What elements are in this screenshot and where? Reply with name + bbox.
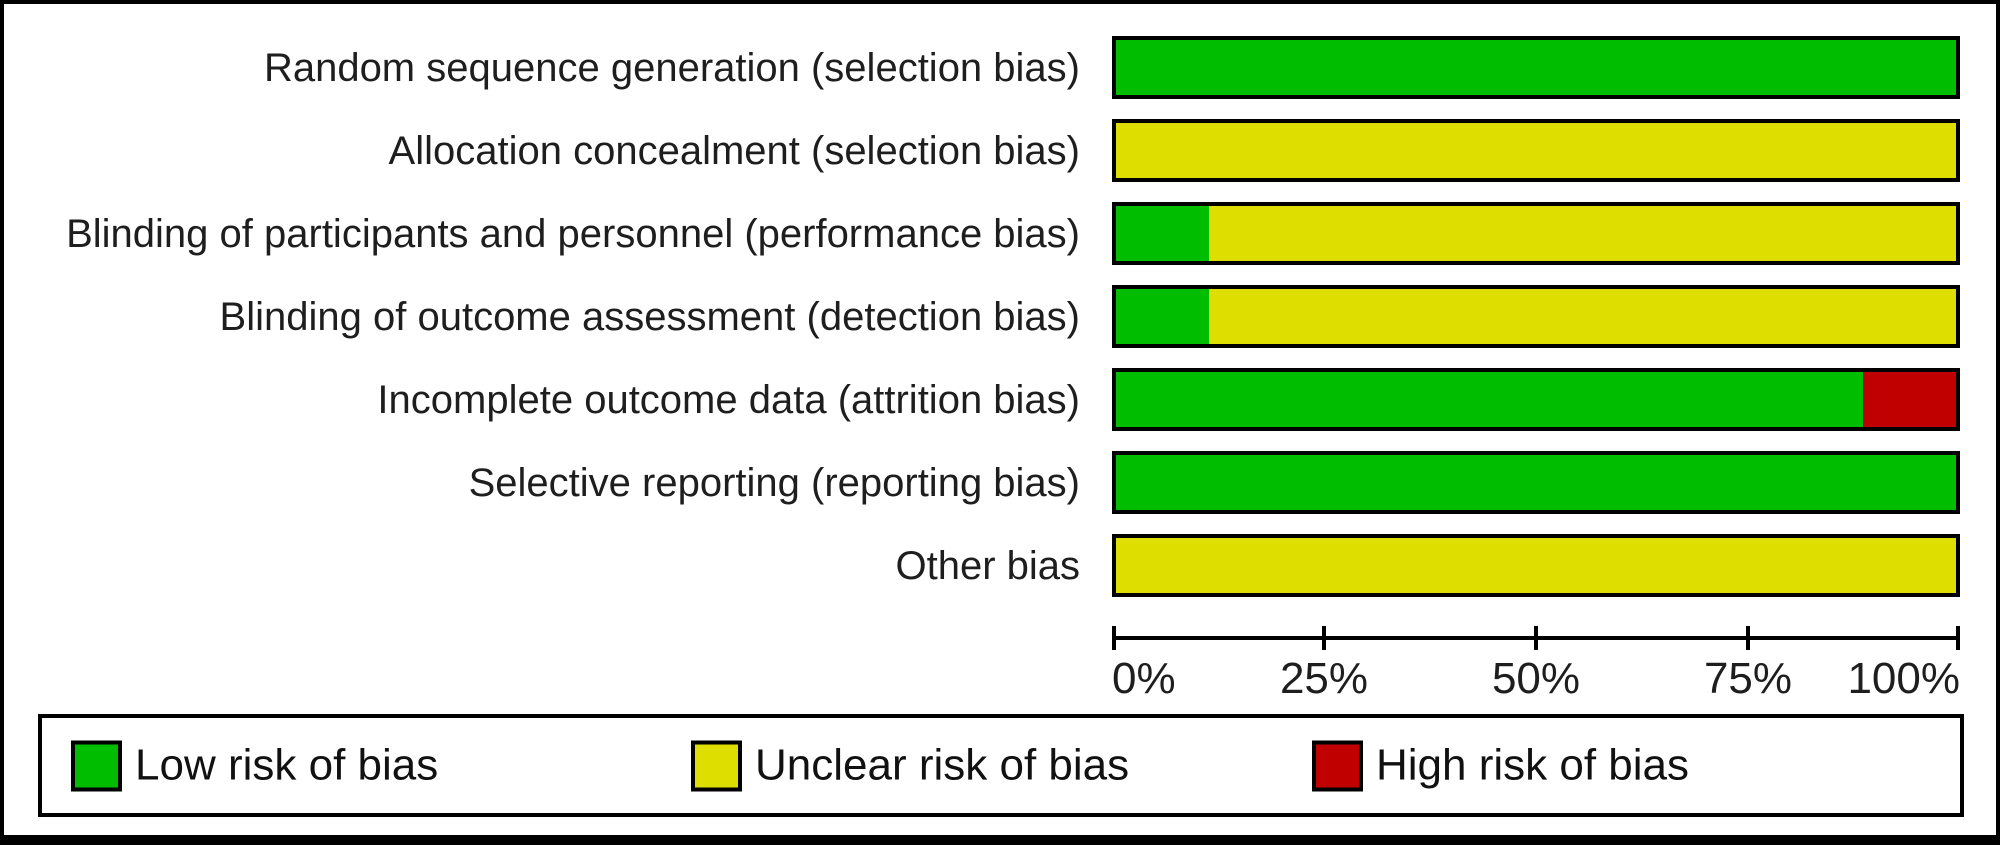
- row-label: Blinding of outcome assessment (detectio…: [219, 294, 1080, 339]
- x-axis-label-50: 50%: [1491, 654, 1581, 703]
- x-axis-label-0: 0%: [1112, 654, 1176, 703]
- bar-segment-low-risk: [1116, 455, 1956, 510]
- stacked-bar: [1112, 368, 1960, 431]
- bar-segment-low-risk: [1116, 206, 1210, 261]
- bar-segment-low-risk: [1116, 372, 1863, 427]
- x-axis-tick-0: [1112, 626, 1116, 650]
- stacked-bar: [1112, 202, 1960, 265]
- legend-item-unclear: Unclear risk of bias: [691, 740, 1129, 791]
- row-label: Random sequence generation (selection bi…: [263, 45, 1080, 90]
- bar-row: Blinding of participants and personnel (…: [4, 202, 1996, 265]
- stacked-bar: [1112, 36, 1960, 99]
- bar-segment-unclear-risk: [1116, 123, 1956, 178]
- bar-segment-unclear-risk: [1209, 289, 1956, 344]
- legend-label: Low risk of bias: [135, 740, 439, 790]
- stacked-bar: [1112, 285, 1960, 348]
- x-axis-tick-25: [1322, 626, 1326, 650]
- legend-item-high: High risk of bias: [1312, 740, 1689, 791]
- x-axis-label-75: 75%: [1703, 654, 1793, 703]
- bar-row: Random sequence generation (selection bi…: [4, 36, 1996, 99]
- x-axis-tick-75: [1746, 626, 1750, 650]
- bar-rows: Random sequence generation (selection bi…: [4, 36, 1996, 597]
- x-axis-label-100: 100%: [1847, 654, 1960, 703]
- bar-row: Other bias: [4, 534, 1996, 597]
- bar-row: Allocation concealment (selection bias): [4, 119, 1996, 182]
- legend-item-low: Low risk of bias: [71, 740, 438, 791]
- x-axis-tick-100: [1956, 626, 1960, 650]
- stacked-bar: [1112, 451, 1960, 514]
- x-axis-tick-50: [1534, 626, 1538, 650]
- row-label: Incomplete outcome data (attrition bias): [377, 377, 1080, 422]
- bar-segment-high-risk: [1862, 372, 1956, 427]
- legend-label: Unclear risk of bias: [755, 740, 1130, 790]
- bar-segment-unclear-risk: [1116, 538, 1956, 593]
- bar-row: Blinding of outcome assessment (detectio…: [4, 285, 1996, 348]
- x-axis-label-25: 25%: [1279, 654, 1369, 703]
- row-label: Other bias: [895, 543, 1080, 588]
- stacked-bar: [1112, 534, 1960, 597]
- legend-swatch-low-risk: [71, 740, 122, 791]
- bar-segment-unclear-risk: [1209, 206, 1956, 261]
- bar-segment-low-risk: [1116, 289, 1210, 344]
- legend-swatch-unclear-risk: [691, 740, 742, 791]
- legend-label: High risk of bias: [1376, 740, 1690, 790]
- row-label: Allocation concealment (selection bias): [388, 128, 1080, 173]
- row-label: Blinding of participants and personnel (…: [66, 211, 1080, 256]
- legend-swatch-high-risk: [1312, 740, 1363, 791]
- bar-row: Incomplete outcome data (attrition bias): [4, 368, 1996, 431]
- row-label: Selective reporting (reporting bias): [468, 460, 1080, 505]
- legend-box: Low risk of bias Unclear risk of bias Hi…: [38, 714, 1964, 817]
- x-axis-labels: 0% 25% 50% 75% 100%: [1112, 654, 1960, 704]
- x-axis: [1112, 626, 1960, 650]
- stacked-bar: [1112, 119, 1960, 182]
- bar-segment-low-risk: [1116, 40, 1956, 95]
- bar-row: Selective reporting (reporting bias): [4, 451, 1996, 514]
